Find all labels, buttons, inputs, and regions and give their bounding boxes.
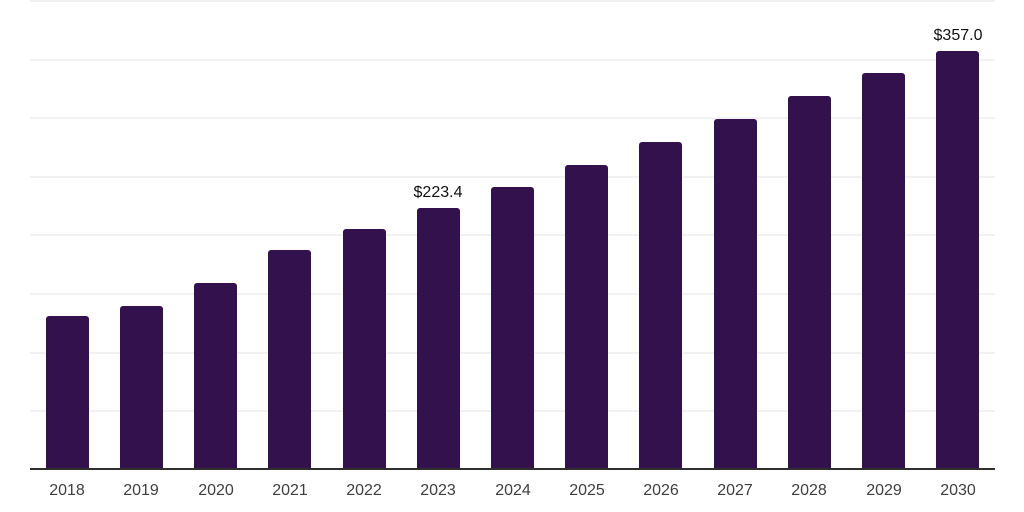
bar-2018: [46, 316, 89, 470]
bar-value-label-2023: $223.4: [413, 184, 463, 201]
plot-area: $223.4 $357.0: [30, 0, 995, 470]
bar-2021: [268, 250, 311, 470]
gridline: [30, 176, 995, 178]
gridline: [30, 59, 995, 61]
x-axis-tick-label-2023: 2023: [420, 482, 456, 499]
x-axis-tick-label-2019: 2019: [123, 482, 159, 499]
bar-2030: [936, 51, 979, 470]
bar-2025: [565, 165, 608, 470]
gridline: [30, 0, 995, 2]
x-axis-tick-label-2027: 2027: [717, 482, 753, 499]
x-axis-tick-label-2022: 2022: [346, 482, 382, 499]
bar-2020: [194, 283, 237, 470]
x-axis-tick-label-2021: 2021: [272, 482, 308, 499]
gridline: [30, 117, 995, 119]
x-axis-tick-label-2024: 2024: [495, 482, 531, 499]
bar-2027: [714, 119, 757, 470]
x-axis-tick-label-2020: 2020: [198, 482, 234, 499]
x-axis-tick-label-2029: 2029: [866, 482, 902, 499]
bar-2022: [343, 229, 386, 470]
bar-2026: [639, 142, 682, 470]
x-axis-tick-label-2028: 2028: [791, 482, 827, 499]
bar-value-label-2030: $357.0: [933, 27, 983, 44]
bar-2028: [788, 96, 831, 470]
bar-2024: [491, 187, 534, 470]
x-axis-tick-label-2018: 2018: [49, 482, 85, 499]
bar-2019: [120, 306, 163, 470]
bar-2029: [862, 73, 905, 470]
x-axis-labels: 2018 2019 2020 2021 2022 2023 2024 2025 2026 2027…: [30, 482, 995, 504]
x-axis-tick-label-2026: 2026: [643, 482, 679, 499]
bar-2023: [417, 208, 460, 470]
x-axis-tick-label-2030: 2030: [940, 482, 976, 499]
x-axis-line: [30, 468, 995, 470]
x-axis-tick-label-2025: 2025: [569, 482, 605, 499]
